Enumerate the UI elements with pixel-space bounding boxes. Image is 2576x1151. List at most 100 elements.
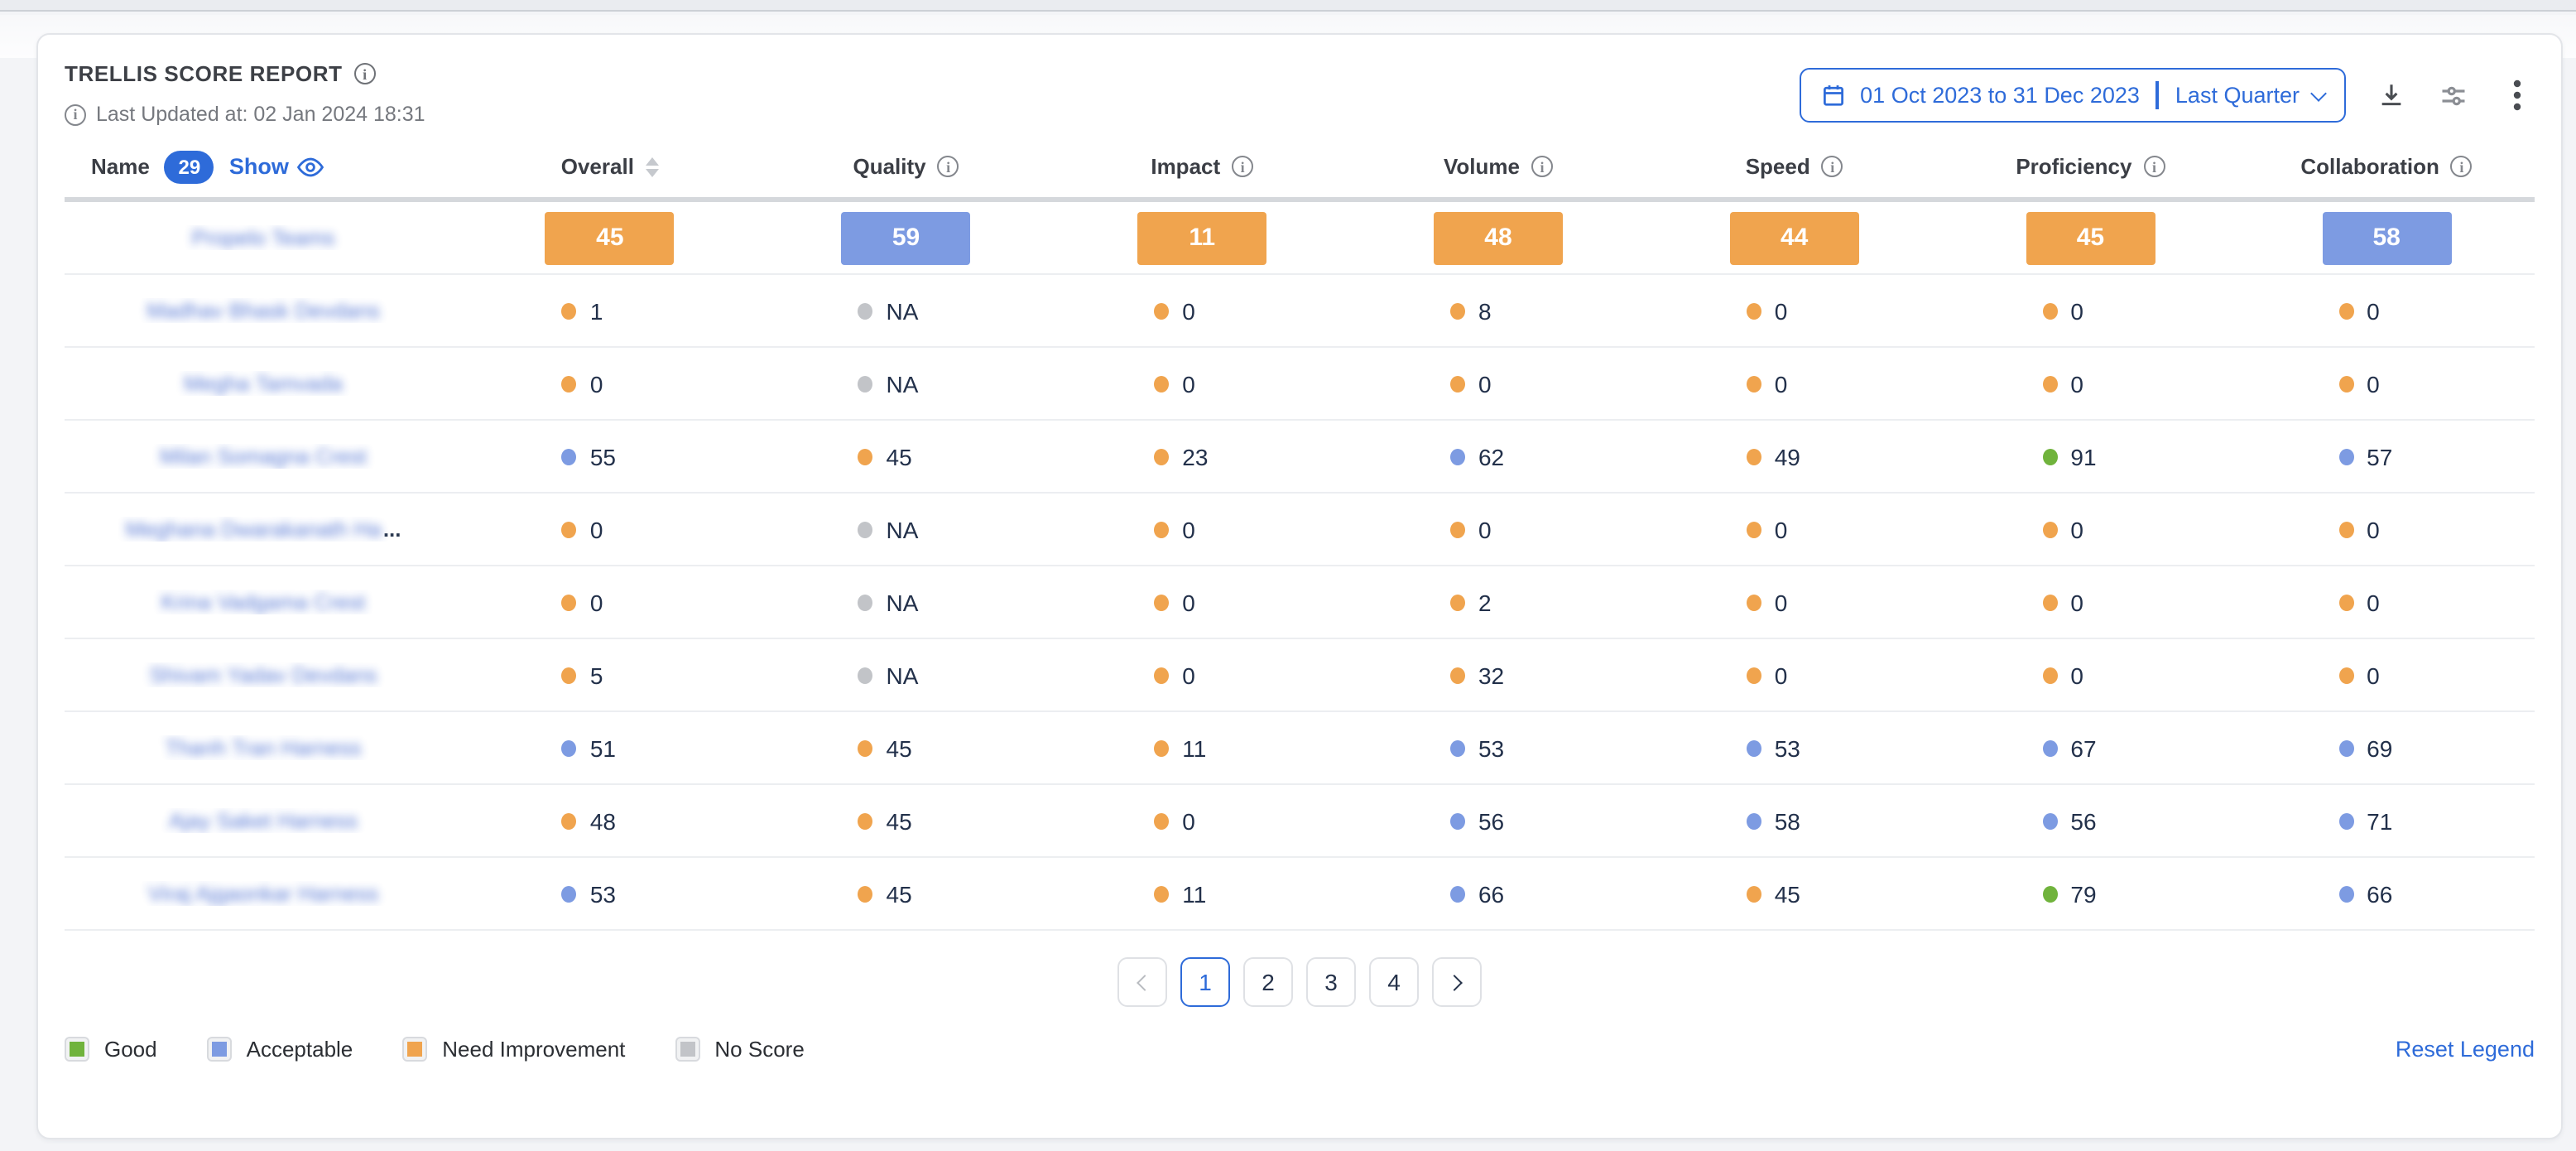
score-cell: 0 xyxy=(1646,662,1943,688)
status-dot-icon xyxy=(561,885,577,902)
name-cell[interactable]: Megha Tamvada xyxy=(65,371,462,396)
member-name-link[interactable]: Shivam Yadav Devdans xyxy=(149,662,377,687)
status-dot-icon xyxy=(2338,302,2354,319)
pagination-next-button[interactable] xyxy=(1432,957,1482,1007)
status-dot-icon xyxy=(858,812,873,829)
column-info-icon[interactable]: i xyxy=(937,156,959,177)
pagination-page-1[interactable]: 1 xyxy=(1180,957,1230,1007)
member-name-link[interactable]: Milan Somagna Crest xyxy=(160,444,367,469)
score-cell: 0 xyxy=(2238,370,2535,397)
sort-icon[interactable] xyxy=(645,157,659,176)
score-dot-value: 0 xyxy=(2042,662,2138,688)
score-dot-value: 49 xyxy=(1746,443,1843,470)
member-name-link[interactable]: Krina Vadgama Crest xyxy=(161,590,366,614)
score-value: 67 xyxy=(2070,734,2097,761)
member-name-link[interactable]: Meghana Dwarakanath Ha xyxy=(125,517,382,542)
score-dot-value: 0 xyxy=(2338,662,2434,688)
score-dot-value: 32 xyxy=(1449,662,1546,688)
name-cell[interactable]: Thanh Tran Harness xyxy=(65,735,462,760)
score-cell: 0 xyxy=(462,370,758,397)
score-dot-value: 0 xyxy=(1154,589,1250,615)
legend-item-good[interactable]: Good xyxy=(65,1037,157,1062)
name-cell[interactable]: Shivam Yadav Devdans xyxy=(65,662,462,687)
score-dot-value: 56 xyxy=(1449,807,1546,834)
score-cell: 56 xyxy=(1943,807,2239,834)
score-dot-value: 0 xyxy=(2042,516,2138,542)
score-cell: 71 xyxy=(2238,807,2535,834)
status-dot-icon xyxy=(858,521,873,537)
member-name-link[interactable]: Madhav Bhask Devdans xyxy=(147,298,380,323)
score-cell: 49 xyxy=(1646,443,1943,470)
member-name-link[interactable]: Megha Tamvada xyxy=(184,371,343,396)
score-value: 0 xyxy=(1774,589,1788,615)
kebab-menu-button[interactable] xyxy=(2498,77,2535,113)
name-cell[interactable]: Meghana Dwarakanath Ha... xyxy=(65,517,462,542)
score-cell: NA xyxy=(758,370,1055,397)
score-bar[interactable]: 48 xyxy=(1433,211,1563,264)
column-info-icon[interactable]: i xyxy=(2450,156,2473,177)
legend-swatch-icon xyxy=(675,1037,700,1062)
pagination-prev-button[interactable] xyxy=(1117,957,1167,1007)
score-bar[interactable]: 45 xyxy=(545,211,675,264)
score-bar[interactable]: 59 xyxy=(841,211,971,264)
date-range-text: 01 Oct 2023 to 31 Dec 2023 xyxy=(1860,83,2140,108)
member-name-link[interactable]: Viraj Ajgaonkar Harness xyxy=(147,881,379,906)
score-cell: 58 xyxy=(2238,211,2535,264)
score-value: 0 xyxy=(1182,807,1195,834)
legend-item-need_improvement[interactable]: Need Improvement xyxy=(402,1037,625,1062)
download-button[interactable] xyxy=(2372,77,2409,113)
legend-item-acceptable[interactable]: Acceptable xyxy=(206,1037,353,1062)
report-info-icon[interactable]: i xyxy=(353,63,376,84)
status-dot-icon xyxy=(2338,594,2354,610)
score-value: NA xyxy=(886,662,919,688)
member-name-link[interactable]: Ajay Saket Harness xyxy=(168,808,358,833)
member-name-link[interactable]: Thanh Tran Harness xyxy=(165,735,362,760)
legend-item-no_score[interactable]: No Score xyxy=(675,1037,805,1062)
score-dot-value: 0 xyxy=(1746,297,1843,324)
column-header-overall[interactable]: Overall xyxy=(462,154,758,179)
score-table: Name 29 Show Overall Quality i Impact i Volum… xyxy=(38,136,2561,931)
name-cell[interactable]: Krina Vadgama Crest xyxy=(65,590,462,614)
reset-legend-link[interactable]: Reset Legend xyxy=(2395,1037,2535,1062)
name-cell[interactable]: Madhav Bhask Devdans xyxy=(65,298,462,323)
show-names-button[interactable]: Show xyxy=(229,154,325,179)
score-bar[interactable]: 45 xyxy=(2026,211,2155,264)
score-value: 0 xyxy=(1182,662,1195,688)
score-value: 71 xyxy=(2367,807,2393,834)
score-cell: 45 xyxy=(758,880,1055,907)
column-info-icon[interactable]: i xyxy=(2143,156,2165,177)
pagination-page-3[interactable]: 3 xyxy=(1306,957,1356,1007)
score-cell: 91 xyxy=(1943,443,2239,470)
last-updated-info-icon: i xyxy=(65,104,86,125)
score-dot-value: 8 xyxy=(1449,297,1546,324)
name-cell[interactable]: Propelo Teams xyxy=(65,225,462,250)
score-dot-value: 0 xyxy=(1154,807,1250,834)
pagination-page-2[interactable]: 2 xyxy=(1243,957,1293,1007)
status-dot-icon xyxy=(1154,812,1170,829)
member-name-link[interactable]: Propelo Teams xyxy=(191,225,335,250)
score-dot-value: 0 xyxy=(1746,662,1843,688)
status-dot-icon xyxy=(1154,302,1170,319)
score-bar[interactable]: 58 xyxy=(2322,211,2452,264)
column-info-icon[interactable]: i xyxy=(1531,156,1553,177)
status-dot-icon xyxy=(1746,667,1761,683)
score-value: 0 xyxy=(1182,589,1195,615)
status-dot-icon xyxy=(2042,375,2058,392)
pagination-page-4[interactable]: 4 xyxy=(1369,957,1419,1007)
column-info-icon[interactable]: i xyxy=(1232,156,1254,177)
score-value: NA xyxy=(886,516,919,542)
date-range-picker[interactable]: 01 Oct 2023 to 31 Dec 2023 Last Quarter xyxy=(1799,68,2346,123)
column-header-impact: Impact i xyxy=(1054,154,1350,179)
column-header-proficiency: Proficiency i xyxy=(1943,154,2239,179)
score-cell: 59 xyxy=(758,211,1055,264)
column-label: Quality xyxy=(853,154,926,179)
score-bar[interactable]: 44 xyxy=(1729,211,1859,264)
name-cell[interactable]: Ajay Saket Harness xyxy=(65,808,462,833)
name-cell[interactable]: Viraj Ajgaonkar Harness xyxy=(65,881,462,906)
column-info-icon[interactable]: i xyxy=(1821,156,1843,177)
name-cell[interactable]: Milan Somagna Crest xyxy=(65,444,462,469)
score-bar[interactable]: 11 xyxy=(1137,211,1267,264)
settings-sliders-button[interactable] xyxy=(2435,77,2472,113)
score-cell: 53 xyxy=(1350,734,1646,761)
status-dot-icon xyxy=(1746,521,1761,537)
